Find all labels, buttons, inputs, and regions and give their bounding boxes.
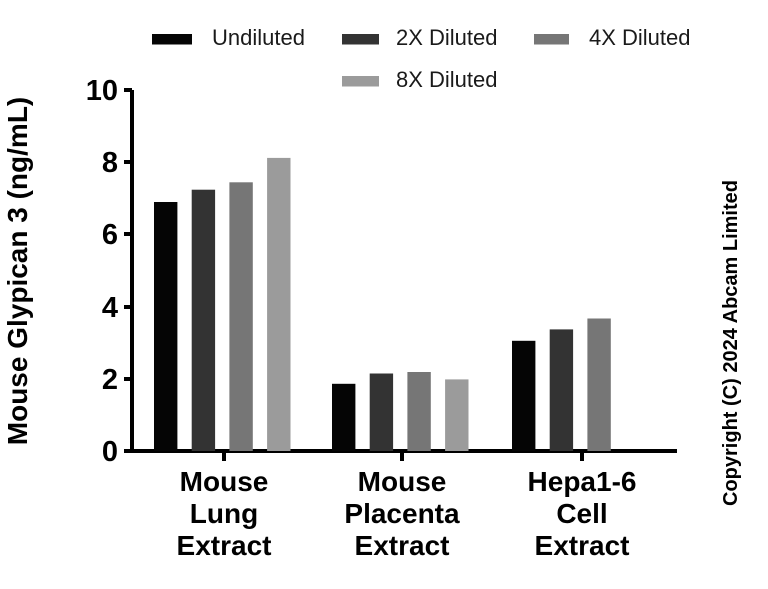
svg-text:6: 6 [102,219,118,251]
svg-text:Copyright (C) 2024 Abcam Limit: Copyright (C) 2024 Abcam Limited [720,180,742,506]
svg-text:Lung: Lung [190,498,258,529]
svg-text:Hepa1-6: Hepa1-6 [528,466,637,497]
svg-text:Extract: Extract [177,530,272,561]
svg-text:Undiluted: Undiluted [212,25,305,50]
svg-text:2X Diluted: 2X Diluted [396,25,498,50]
svg-text:Mouse: Mouse [358,466,447,497]
svg-text:4X Diluted: 4X Diluted [589,25,691,50]
svg-text:Extract: Extract [355,530,450,561]
svg-text:Cell: Cell [556,498,607,529]
svg-text:4: 4 [102,292,118,324]
svg-text:Mouse Glypican 3 (ng/mL): Mouse Glypican 3 (ng/mL) [2,97,33,445]
svg-text:Extract: Extract [535,530,630,561]
svg-text:0: 0 [102,436,118,468]
svg-text:Placenta: Placenta [344,498,460,529]
svg-text:8: 8 [102,147,118,179]
svg-text:2: 2 [102,364,118,396]
svg-text:Mouse: Mouse [180,466,269,497]
svg-text:10: 10 [86,75,118,107]
svg-text:8X Diluted: 8X Diluted [396,67,498,92]
